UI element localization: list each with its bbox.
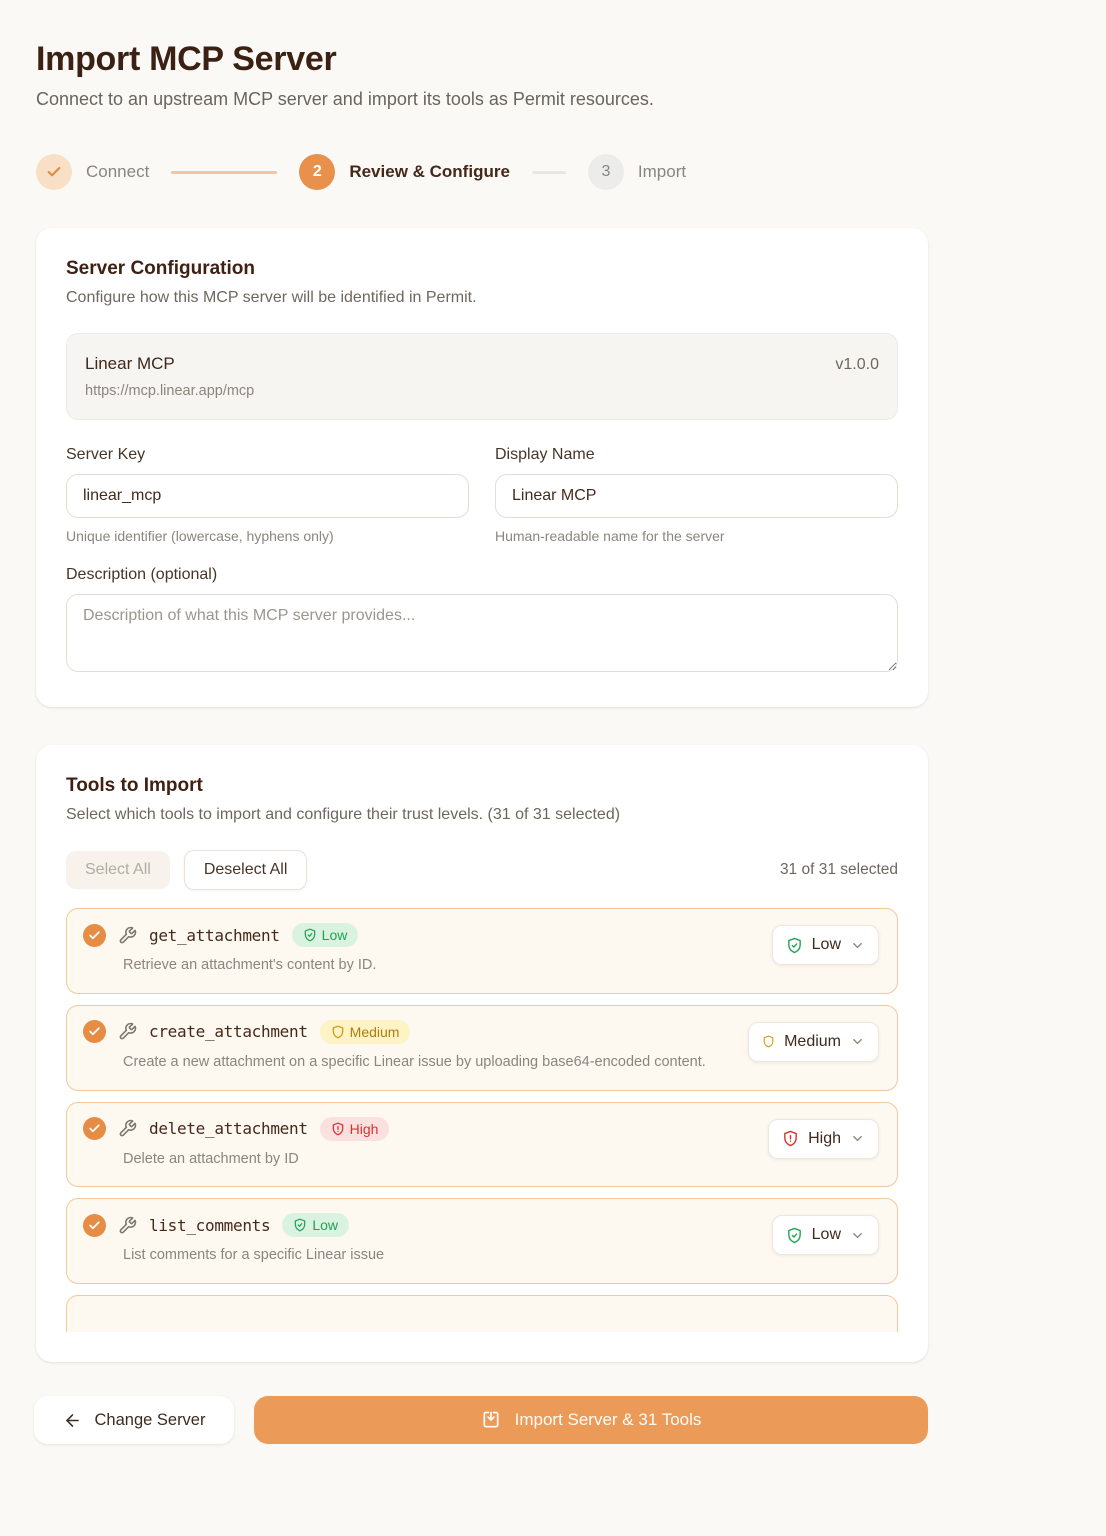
server-key-input[interactable] (66, 474, 469, 518)
trust-badge: Medium (319, 1019, 411, 1044)
tool-checkbox[interactable] (83, 1020, 106, 1044)
server-configuration-subheading: Configure how this MCP server will be id… (66, 289, 477, 306)
page-subtitle: Connect to an upstream MCP server and im… (36, 89, 654, 109)
select-all-button[interactable]: Select All (66, 851, 170, 889)
stepper-connector-done (171, 170, 278, 174)
step-review-circle: 2 (299, 154, 336, 190)
step-connect[interactable]: Connect (36, 154, 149, 190)
server-version: v1.0.0 (835, 356, 879, 373)
trust-select-value: Medium (784, 1032, 841, 1050)
step-connect-label: Connect (86, 162, 150, 181)
wizard-stepper: Connect 2 Review & Configure 3 Import (36, 154, 928, 190)
trust-badge-label: Low (312, 1217, 339, 1234)
server-key-group: Server Key Unique identifier (lowercase,… (66, 446, 469, 544)
deselect-all-button[interactable]: Deselect All (183, 850, 308, 890)
shield-check-icon (303, 928, 317, 942)
wizard-footer: Change Server Import Server & 31 Tools (34, 1396, 928, 1444)
step-import-circle: 3 (587, 154, 624, 190)
selected-count: 31 of 31 selected (779, 861, 898, 878)
display-name-helper: Human-readable name for the server (495, 528, 725, 544)
tool-name: delete_attachment (149, 1119, 308, 1138)
trust-level-select[interactable]: Medium (748, 1021, 879, 1062)
tool-name: list_comments (149, 1215, 271, 1235)
step-import-label: Import (637, 162, 687, 181)
wrench-icon (118, 926, 137, 945)
page-title: Import MCP Server (36, 40, 337, 78)
shield-alert-icon (331, 1122, 345, 1136)
trust-badge-label: Medium (349, 1023, 400, 1040)
wrench-icon (118, 1216, 137, 1235)
tool-checkbox[interactable] (83, 1213, 106, 1237)
tool-name: get_attachment (149, 925, 280, 945)
chevron-down-icon (850, 1034, 865, 1049)
tools-subheading: Select which tools to import and configu… (66, 806, 621, 823)
chevron-down-icon (850, 1131, 865, 1146)
tool-row: get_attachment Low Retrieve an attachmen… (66, 908, 898, 994)
shield-check-icon (786, 1227, 803, 1244)
tool-checkbox[interactable] (83, 923, 106, 947)
trust-badge: Low (282, 1213, 350, 1238)
display-name-label: Display Name (495, 446, 595, 463)
trust-badge-label: High (349, 1120, 379, 1137)
tool-description: Create a new attachment on a specific Li… (123, 1053, 706, 1070)
import-mcp-wizard: Import MCP Server Connect to an upstream… (34, 0, 928, 1504)
shield-icon (331, 1025, 345, 1039)
trust-select-value: Low (811, 936, 841, 953)
server-name: Linear MCP (85, 354, 175, 373)
step-review-label: Review & Configure (349, 162, 510, 181)
arrow-left-icon (63, 1411, 82, 1430)
change-server-button[interactable]: Change Server (34, 1396, 234, 1444)
shield-icon (762, 1035, 775, 1048)
server-configuration-heading: Server Configuration (66, 258, 255, 279)
display-name-group: Display Name Human-readable name for the… (495, 446, 898, 544)
connected-server-summary: Linear MCP v1.0.0 https://mcp.linear.app… (66, 333, 898, 420)
import-server-button[interactable]: Import Server & 31 Tools (254, 1396, 928, 1444)
trust-badge-label: Low (321, 927, 348, 943)
tool-row: list_comments Low List comments for a sp… (66, 1198, 898, 1284)
tool-description: Retrieve an attachment's content by ID. (123, 957, 377, 973)
chevron-down-icon (850, 1228, 865, 1243)
tool-row: create_attachment Medium Create a new at… (66, 1004, 898, 1091)
chevron-down-icon (850, 938, 865, 953)
step-import[interactable]: 3 Import (587, 154, 687, 190)
check-icon (46, 164, 62, 180)
shield-check-icon (293, 1218, 307, 1232)
wrench-icon (118, 1119, 137, 1138)
download-tray-icon (481, 1410, 501, 1430)
server-url: https://mcp.linear.app/mcp (85, 383, 255, 399)
trust-level-select[interactable]: Low (771, 1215, 879, 1256)
trust-badge: High (319, 1116, 390, 1141)
tool-description: Delete an attachment by ID (123, 1150, 299, 1167)
server-key-label: Server Key (66, 446, 146, 463)
stepper-connector-upcoming (531, 170, 566, 174)
shield-check-icon (786, 937, 803, 954)
step-review-configure[interactable]: 2 Review & Configure (299, 154, 510, 190)
trust-select-value: High (808, 1129, 841, 1147)
tool-description: List comments for a specific Linear issu… (123, 1247, 385, 1264)
description-textarea[interactable] (66, 594, 898, 672)
description-label: Description (optional) (66, 566, 218, 583)
import-server-label: Import Server & 31 Tools (514, 1410, 702, 1429)
display-name-input[interactable] (495, 474, 898, 518)
server-configuration-card: Server Configuration Configure how this … (36, 228, 928, 707)
trust-select-value: Low (811, 1226, 841, 1244)
tools-list[interactable]: get_attachment Low Retrieve an attachmen… (66, 908, 898, 1332)
change-server-label: Change Server (94, 1410, 206, 1429)
wrench-icon (118, 1022, 137, 1041)
trust-badge: Low (291, 923, 359, 947)
tool-checkbox[interactable] (83, 1117, 106, 1140)
tools-heading: Tools to Import (66, 775, 203, 796)
tools-to-import-card: Tools to Import Select which tools to im… (36, 745, 928, 1362)
trust-level-select[interactable]: Low (771, 925, 879, 965)
tool-name: create_attachment (149, 1022, 308, 1042)
tool-row: delete_attachment High Delete an attachm… (66, 1101, 898, 1188)
step-connect-circle (36, 154, 72, 190)
server-key-helper: Unique identifier (lowercase, hyphens on… (66, 528, 334, 544)
tool-row (66, 1295, 898, 1332)
trust-level-select[interactable]: High (768, 1118, 879, 1159)
shield-alert-icon (782, 1130, 799, 1147)
